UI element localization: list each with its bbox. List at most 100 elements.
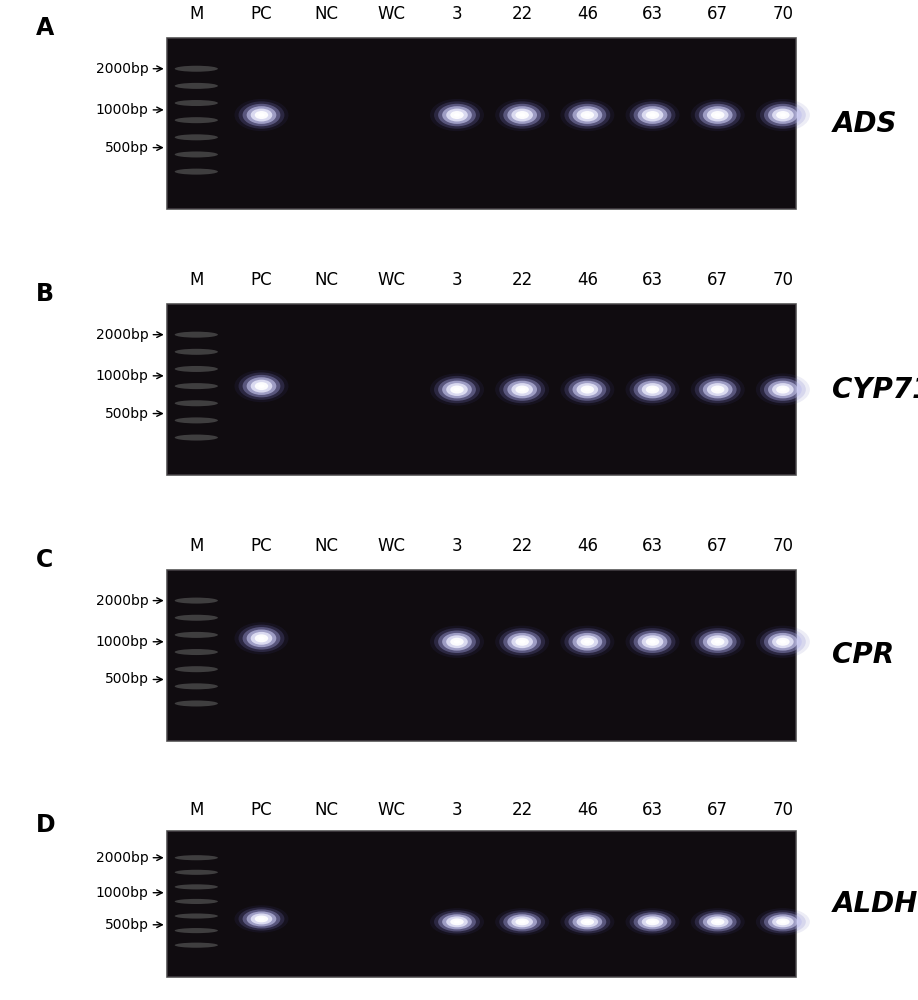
Ellipse shape [239,372,285,400]
Text: 22: 22 [511,5,532,23]
Ellipse shape [633,631,671,653]
Ellipse shape [242,104,280,126]
Ellipse shape [642,916,664,927]
Ellipse shape [495,626,549,658]
Ellipse shape [645,111,659,119]
Ellipse shape [453,640,460,644]
Ellipse shape [776,638,789,646]
Text: 46: 46 [577,5,598,23]
Ellipse shape [565,910,610,933]
Ellipse shape [247,629,276,647]
Ellipse shape [174,855,218,860]
Ellipse shape [174,884,218,889]
Ellipse shape [239,625,285,652]
Ellipse shape [495,373,549,406]
Ellipse shape [258,113,264,117]
Ellipse shape [756,626,810,658]
Ellipse shape [625,99,679,131]
Text: 70: 70 [772,537,793,555]
Ellipse shape [234,905,288,933]
Ellipse shape [258,636,264,640]
Text: M: M [189,271,204,289]
Ellipse shape [242,627,280,650]
Ellipse shape [714,113,721,117]
Ellipse shape [438,631,476,653]
Ellipse shape [568,104,606,126]
Ellipse shape [251,913,273,924]
Ellipse shape [430,99,484,131]
Ellipse shape [768,914,798,929]
Ellipse shape [779,388,786,391]
Text: CPR: CPR [833,641,894,669]
Ellipse shape [649,920,655,923]
Ellipse shape [695,376,741,403]
Ellipse shape [707,916,729,927]
Text: 63: 63 [642,801,663,819]
Ellipse shape [580,918,594,925]
Ellipse shape [699,104,736,126]
Ellipse shape [699,631,736,653]
Text: 3: 3 [452,801,463,819]
Ellipse shape [174,928,218,933]
Ellipse shape [247,911,276,926]
Ellipse shape [242,375,280,397]
Ellipse shape [707,109,729,121]
Ellipse shape [703,381,733,398]
Ellipse shape [519,640,525,644]
Ellipse shape [503,104,541,126]
Ellipse shape [174,632,218,638]
Ellipse shape [515,111,529,119]
Ellipse shape [511,916,533,927]
Ellipse shape [764,378,801,401]
Ellipse shape [174,117,218,123]
Text: 67: 67 [707,537,728,555]
Ellipse shape [649,388,655,391]
Text: WC: WC [378,801,406,819]
Ellipse shape [649,113,655,117]
Ellipse shape [760,628,806,655]
Ellipse shape [699,912,736,931]
Text: 22: 22 [511,801,532,819]
Ellipse shape [642,109,664,121]
Text: 46: 46 [577,801,598,819]
Ellipse shape [442,633,472,651]
Ellipse shape [442,914,472,929]
Text: NC: NC [315,537,339,555]
Ellipse shape [174,615,218,621]
Text: 1000bp: 1000bp [95,103,149,117]
Ellipse shape [174,649,218,655]
Ellipse shape [239,907,285,931]
Ellipse shape [584,113,590,117]
Ellipse shape [251,109,273,121]
Ellipse shape [577,916,599,927]
Ellipse shape [584,640,590,644]
Ellipse shape [714,640,721,644]
Text: 2000bp: 2000bp [95,62,149,76]
Ellipse shape [580,638,594,646]
Text: ADS: ADS [833,110,897,138]
Ellipse shape [565,376,610,403]
Ellipse shape [511,109,533,121]
Ellipse shape [453,388,460,391]
Ellipse shape [580,386,594,394]
Ellipse shape [711,918,724,925]
Ellipse shape [519,920,525,923]
Ellipse shape [453,113,460,117]
Ellipse shape [511,383,533,396]
Ellipse shape [446,383,468,396]
Text: 3: 3 [452,5,463,23]
Ellipse shape [499,910,545,933]
Text: 46: 46 [577,537,598,555]
Ellipse shape [565,628,610,655]
Ellipse shape [508,633,537,651]
Text: M: M [189,5,204,23]
Ellipse shape [560,99,614,131]
Bar [167,570,796,741]
Ellipse shape [645,638,659,646]
Text: 22: 22 [511,271,532,289]
Ellipse shape [568,631,606,653]
Ellipse shape [174,151,218,157]
Ellipse shape [573,914,602,929]
Text: 1000bp: 1000bp [95,635,149,649]
Text: C: C [36,548,53,572]
